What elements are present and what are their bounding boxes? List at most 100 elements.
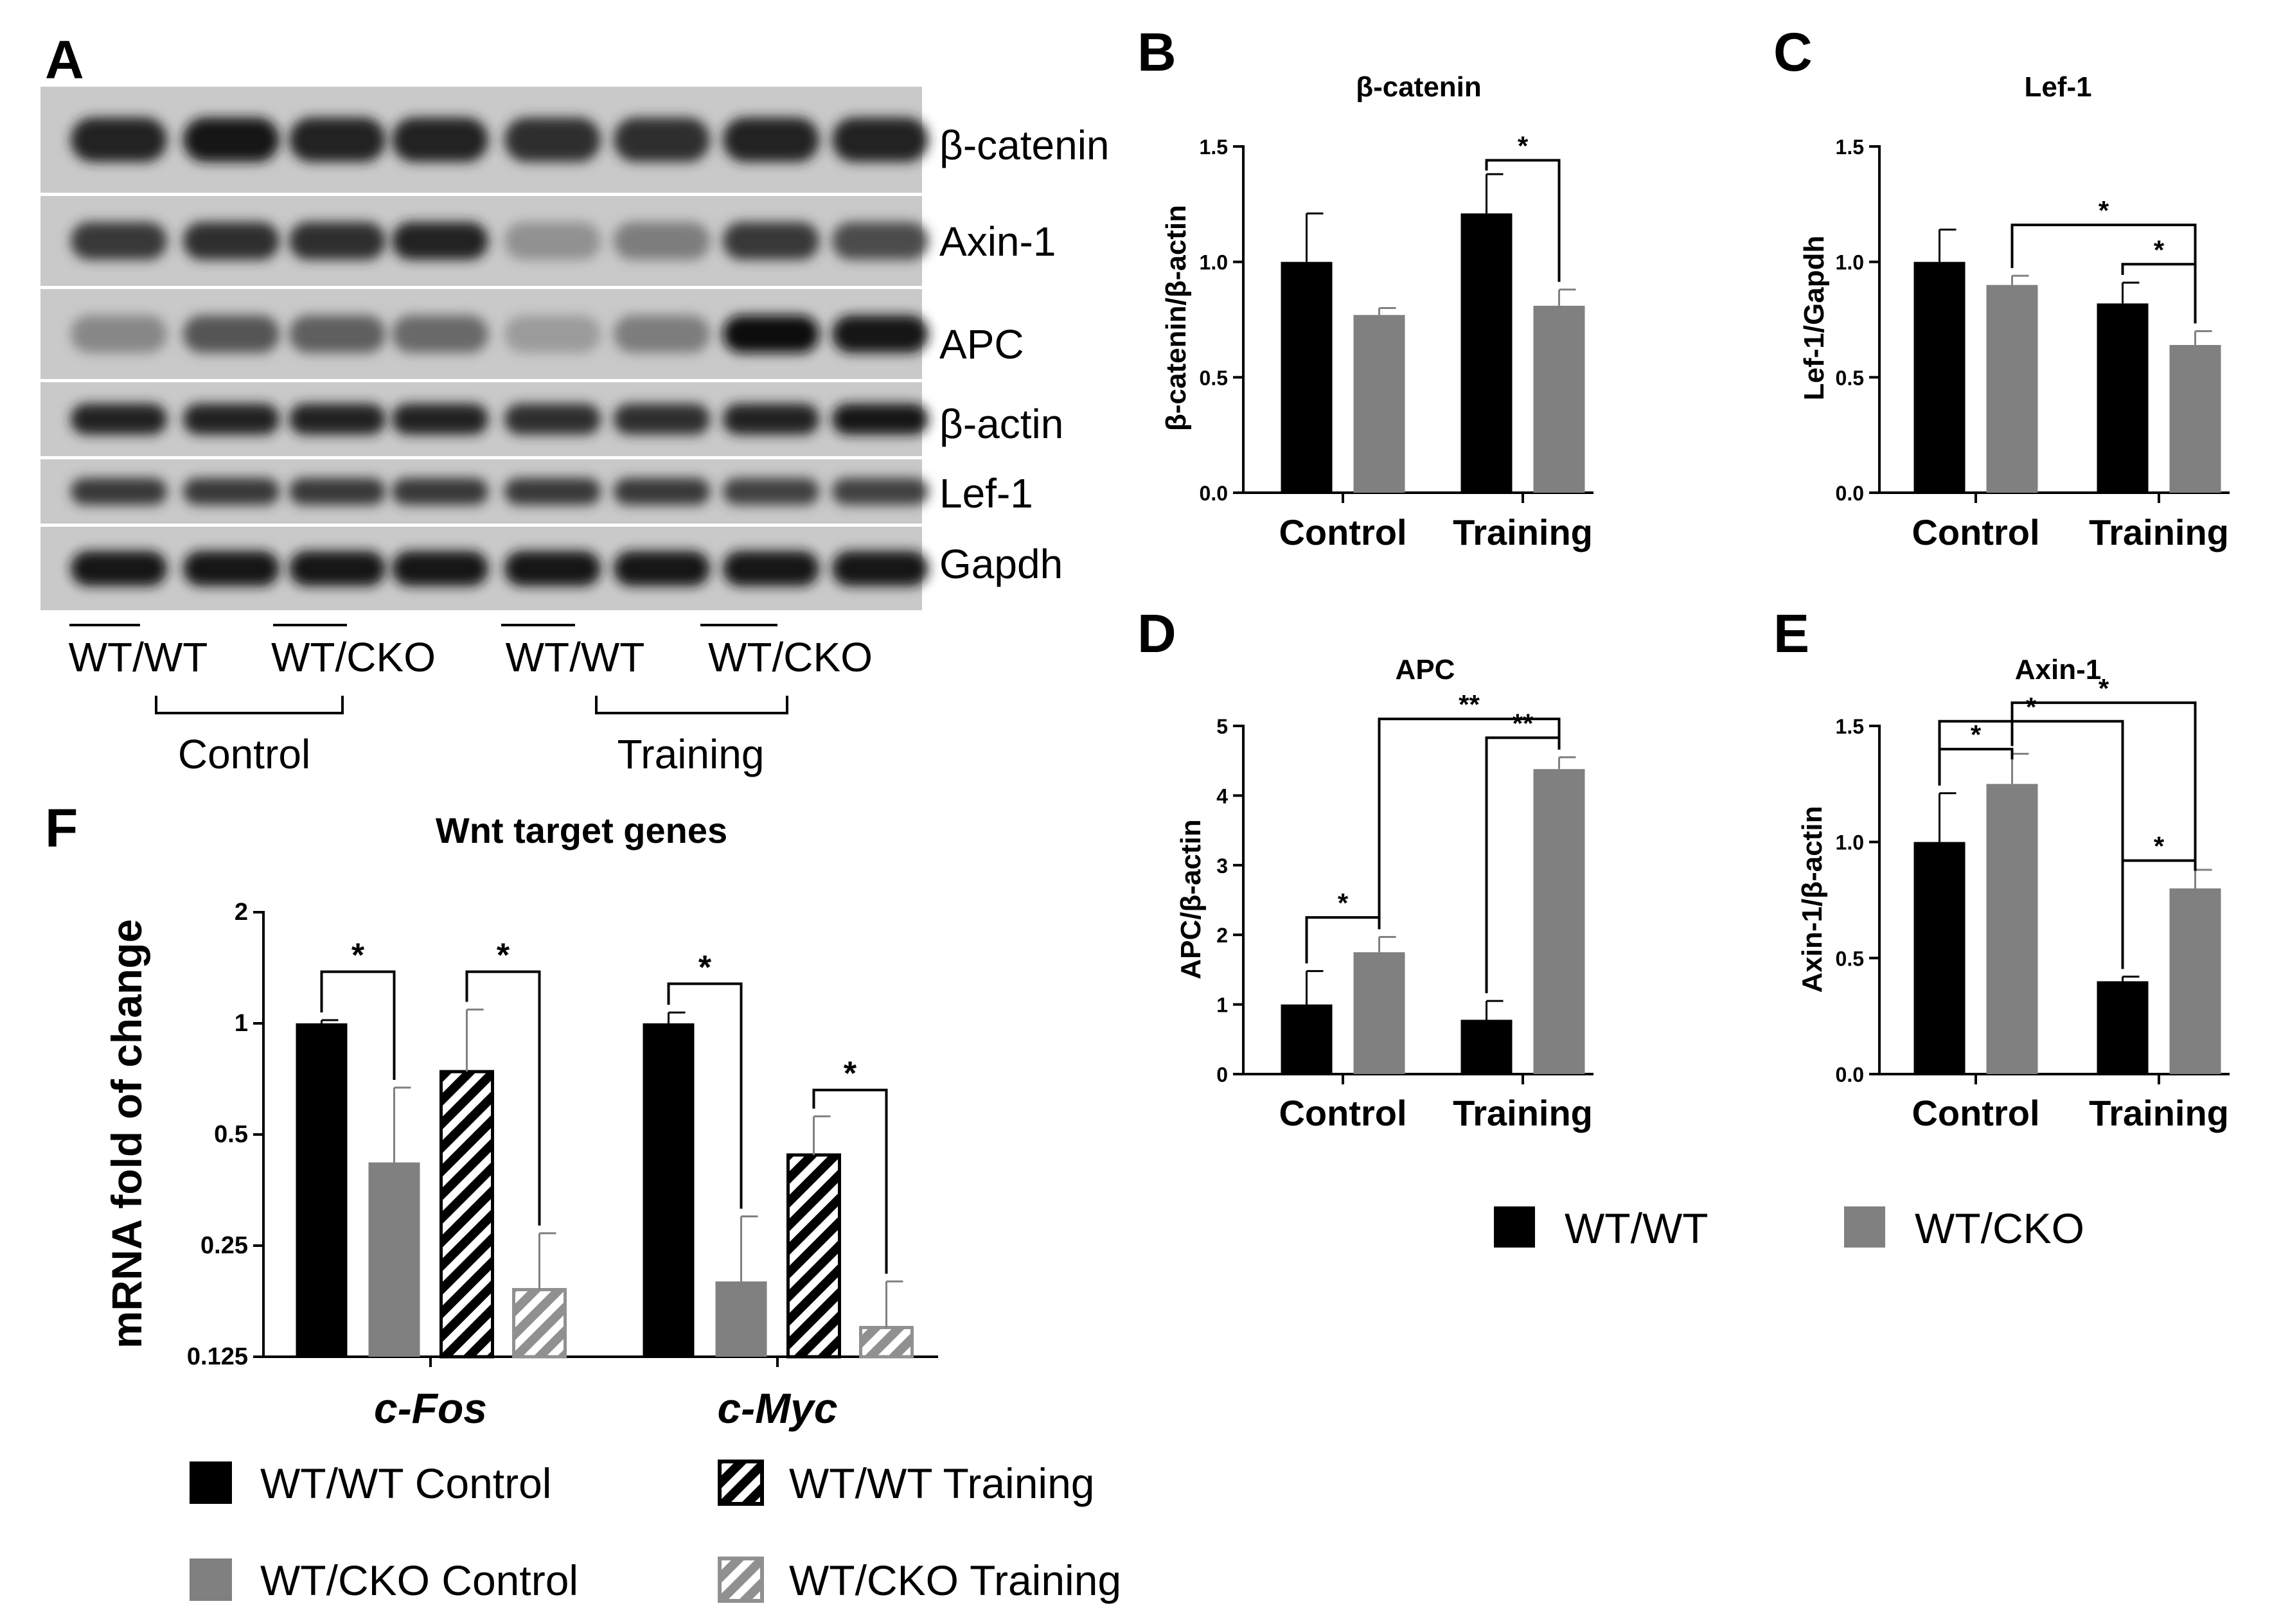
band-axin-1-lane-2	[183, 222, 280, 260]
blot-catenin	[40, 87, 928, 193]
panel-d-y-tick-label-3: 3	[1216, 854, 1228, 878]
panel-d-bar-wt-wt-training	[1460, 1019, 1513, 1074]
panel-e-y-tick-label-3: 1.5	[1836, 715, 1864, 738]
panel-b-label: B	[1137, 22, 1176, 82]
band-apc-lane-7	[723, 315, 819, 353]
panel-b-category-label-training: Training	[1453, 512, 1593, 552]
panel-f-significance-mark-4: *	[844, 1055, 857, 1093]
panel-f-significance-bracket-3	[667, 982, 743, 1209]
panel-e-y-tick-label-0: 0.0	[1836, 1063, 1864, 1086]
blot-lef-1	[40, 459, 928, 524]
panel-c-significance-bracket-2	[2121, 263, 2197, 324]
legend-label-wt-cko: WT/CKO	[1915, 1205, 2084, 1252]
panel-e-bar-wt-wt-training	[2097, 981, 2149, 1074]
band-actin-lane-5	[504, 403, 601, 435]
legend-genotype: WT/WT WT/CKO	[1494, 1205, 2084, 1252]
panel-d-label: D	[1137, 603, 1176, 664]
blot-label-catenin: β-catenin	[939, 122, 1110, 168]
band-lef-1-lane-6	[614, 478, 710, 505]
band-axin-1-lane-3	[289, 222, 386, 260]
panel-f-bar-wt-cko-training-c-myc	[859, 1325, 914, 1359]
band-axin-1-lane-5	[504, 222, 601, 260]
panel-c-y-tick-label-2: 1.0	[1836, 251, 1864, 274]
panel-d-significance-mark-2: **	[1513, 708, 1534, 738]
panel-d-y-tick-label-0: 0	[1216, 1063, 1228, 1086]
blot-label-lef-1: Lef-1	[939, 470, 1033, 516]
legend-swatch-wt-cko-training	[718, 1557, 764, 1603]
band-actin-lane-8	[832, 403, 928, 435]
panel-b-y-axis-label: β-catenin/β-actin	[1160, 205, 1192, 431]
panel-c-y-tick-label-1: 0.5	[1836, 366, 1864, 389]
panel-f-y-tick-label-2: 0.5	[214, 1121, 248, 1148]
panel-e-y-axis-label: Axin-1/β-actin	[1797, 806, 1828, 993]
panel-d-y-tick-label-5: 5	[1216, 715, 1228, 738]
band-axin-1-lane-1	[71, 222, 167, 260]
legend-swatch-wt-wt-control	[190, 1461, 232, 1504]
panel-d-significance-mark-3: **	[1459, 689, 1480, 719]
panel-e-title: Axin-1	[2015, 654, 2101, 685]
band-apc-lane-6	[614, 315, 710, 353]
panel-a-label: A	[45, 30, 84, 90]
blot-actin	[40, 382, 928, 456]
band-gapdh-lane-8	[832, 551, 928, 587]
panel-e-significance-mark-3: *	[2099, 673, 2109, 703]
panel-b-category-label-control: Control	[1279, 512, 1407, 552]
band-axin-1-lane-8	[832, 222, 928, 260]
panel-b-title: β-catenin	[1356, 71, 1482, 103]
band-apc-lane-5	[504, 315, 601, 353]
band-apc-lane-2	[183, 315, 280, 353]
panel-c-category-label-training: Training	[2089, 512, 2229, 552]
panel-b-chart: Bβ-catenin β-catenin/β-actin 0.0 0.5 1.0 1.5 C…	[1137, 22, 1593, 552]
panel-c-bar-wt-cko-control	[1986, 285, 2038, 493]
legend-label-wt-wt: WT/WT	[1565, 1205, 1708, 1252]
panel-f-bar-wt-wt-control-c-myc	[643, 1023, 695, 1357]
panel-b-significance-mark-1: *	[1518, 131, 1529, 161]
panel-c-label: C	[1773, 22, 1813, 82]
panel-f-bar-wt-wt-training-c-fos	[439, 1070, 494, 1359]
band-lef-1-lane-7	[723, 478, 819, 505]
band-apc-lane-4	[392, 315, 488, 353]
panel-f-bar-wt-wt-training-c-myc	[786, 1153, 841, 1359]
panel-f-significance-mark-1: *	[351, 937, 365, 975]
panel-e-bar-wt-wt-control	[1913, 842, 1966, 1074]
panel-e-significance-bracket-4	[2121, 859, 2197, 969]
panel-e-bar-wt-cko-training	[2169, 888, 2221, 1074]
panel-c-bar-wt-wt-training	[2097, 303, 2149, 493]
band-lef-1-lane-1	[71, 478, 167, 505]
panel-f-significance-bracket-1	[320, 970, 396, 1080]
band-apc-lane-8	[832, 315, 928, 353]
band-catenin-lane-8	[832, 117, 928, 163]
band-gapdh-lane-2	[183, 551, 280, 587]
band-actin-lane-3	[289, 403, 386, 435]
condition-bracket-control	[155, 696, 344, 714]
band-catenin-lane-3	[289, 117, 386, 163]
band-catenin-lane-7	[723, 117, 819, 163]
panel-b-bar-wt-cko-control	[1353, 315, 1405, 493]
panel-c-y-tick-label-3: 1.5	[1836, 136, 1864, 159]
panel-b-y-tick-label-2: 1.0	[1200, 251, 1228, 274]
panel-e-chart: E Axin-1 Axin-1/β-actin 0.0 0.5 1.0 1.5 Control…	[1773, 603, 2230, 1133]
legend-label-wt-cko-training: WT/CKO Training	[789, 1557, 1121, 1604]
panel-c-y-axis-label: Lef-1/Gapdh	[1798, 236, 1830, 401]
panel-c-category-label-control: Control	[1912, 512, 2039, 552]
panel-e-y-tick-label-2: 1.0	[1836, 831, 1864, 854]
panel-b-y-tick-label-0: 0.0	[1200, 482, 1228, 505]
band-gapdh-lane-4	[392, 551, 488, 587]
panel-d-bar-wt-cko-training	[1533, 769, 1585, 1074]
blot-gapdh	[40, 527, 928, 610]
lane-group-label-4: WT/CKO	[708, 634, 873, 680]
panel-f-category-label-c-fos: c-Fos	[374, 1384, 487, 1432]
panel-e-bar-wt-cko-control	[1986, 784, 2038, 1074]
panel-e-category-label-control: Control	[1912, 1093, 2039, 1133]
panel-b-significance-bracket-1	[1485, 159, 1561, 282]
panel-f-bar-wt-cko-control-c-fos	[368, 1162, 420, 1357]
panel-e-y-tick-label-1: 0.5	[1836, 947, 1864, 970]
panel-d-category-label-training: Training	[1453, 1093, 1593, 1133]
panel-f-bar-wt-wt-control-c-fos	[296, 1023, 348, 1357]
panel-f-bar-wt-cko-training-c-fos	[512, 1287, 567, 1359]
panel-f-significance-bracket-4	[812, 1088, 888, 1274]
panel-e-significance-bracket-3	[2010, 701, 2197, 863]
band-actin-lane-1	[71, 403, 167, 435]
